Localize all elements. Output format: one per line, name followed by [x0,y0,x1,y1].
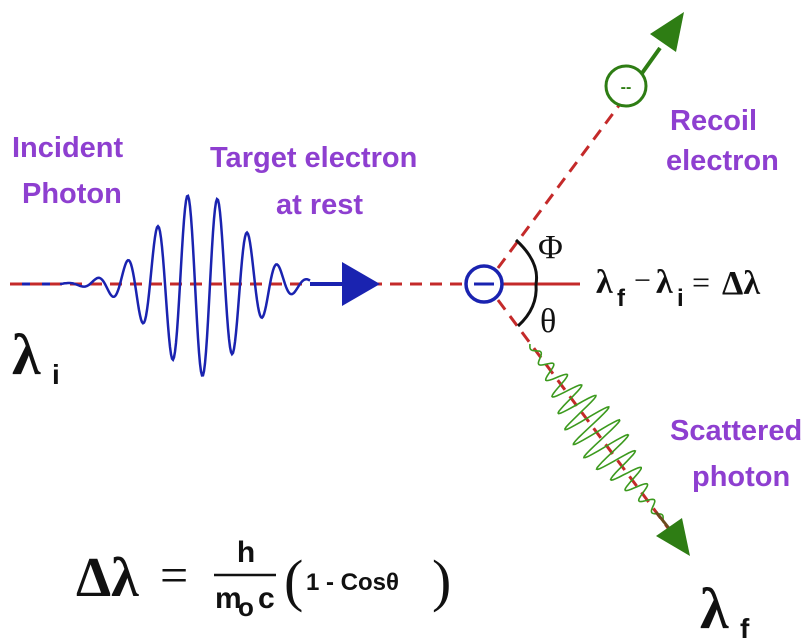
formula-paren-body: 1 - Cosθ [306,569,399,596]
formula-paren-close: ) [432,548,451,613]
relation-lambda-i: λ [656,264,673,301]
relation-delta-lambda: Δλ [722,265,760,302]
formula-lhs: Δλ [76,547,139,609]
formula-denominator-o: o [238,592,254,622]
relation-sub-i: i [677,285,684,312]
scattered-arrow-head [656,518,690,556]
scattered-path-dash [484,283,670,529]
scattered-photon-wave [529,343,664,523]
theta-angle-arc [516,283,538,328]
formula-denominator-c: c [258,582,275,615]
formula-numerator: h [237,536,255,569]
scattered-label-line2: photon [692,461,790,493]
incident-label-line2: Photon [22,178,122,210]
formula-paren-open: ( [284,548,303,613]
recoil-electron-sign: -- [621,79,632,96]
scattered-label-line1: Scattered [670,415,802,447]
target-label-line1: Target electron [210,142,417,174]
recoil-arrow-head [650,12,684,52]
lambda-i-subscript: i [52,359,60,390]
incident-photon-wave [59,194,311,377]
incident-label-line1: Incident [12,132,124,164]
formula-equals: = [160,547,188,603]
lambda-i-symbol: λ [12,322,41,387]
lambda-f-subscript: f [740,613,750,642]
relation-lambda-f: λ [596,264,613,301]
recoil-arrow-shaft [638,46,662,78]
theta-symbol: θ [540,303,556,340]
formula-denominator-m: m [215,582,242,615]
phi-symbol: Φ [538,229,563,266]
recoil-label-line2: electron [666,145,779,177]
incident-arrow-head [342,262,380,306]
recoil-label-line1: Recoil [670,105,757,137]
relation-minus: − [634,264,651,297]
relation-sub-f: f [617,285,626,312]
target-label-line2: at rest [276,189,363,221]
recoil-electron-circle [604,64,648,108]
relation-equals: = [692,264,710,300]
phi-angle-arc [514,238,539,285]
lambda-f-symbol: λ [700,576,729,641]
